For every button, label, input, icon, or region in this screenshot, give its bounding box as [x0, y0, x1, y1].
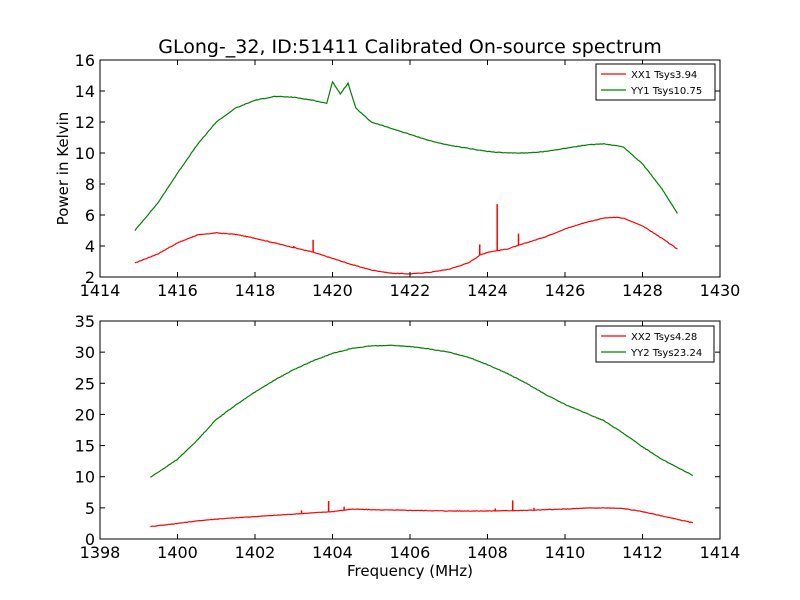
bottom-xtick-label: 1400 [157, 543, 198, 562]
bottom-spectrum-plot: 1398 1400 1402 1404 1406 1408 1410 1412 1414 0 5 10… [75, 312, 741, 580]
bottom-xtick-label: 1398 [80, 543, 121, 562]
bottom-ytick-label: 20 [75, 405, 95, 424]
top-plot-legend: XX1 Tsys3.94 YY1 Tsys10.75 [595, 63, 716, 101]
bottom-xtick-label: 1404 [312, 543, 353, 562]
top-xtick-label: 1418 [235, 281, 276, 300]
bottom-legend-label-xx2: XX2 Tsys4.28 [631, 332, 697, 343]
bottom-xtick-label: 1412 [622, 543, 663, 562]
bottom-series-line-2 [150, 344, 694, 478]
bottom-plot-legend: XX2 Tsys4.28 YY2 Tsys23.24 [595, 325, 715, 363]
top-ytick-label: 2 [85, 268, 95, 287]
bottom-ytick-label: 25 [75, 374, 95, 393]
top-plot-ylabel: Power in Kelvin [54, 112, 72, 226]
bottom-legend-label-yy2: YY2 Tsys23.24 [630, 348, 702, 359]
bottom-ytick-label: 30 [75, 343, 95, 362]
top-spectrum-plot: 1414 1416 1418 1420 1422 1424 1426 1428 14302468… [54, 51, 740, 300]
top-legend-label-xx1: XX1 Tsys3.94 [631, 70, 697, 81]
top-series-line-2 [134, 80, 678, 232]
top-xtick-label: 1430 [700, 281, 741, 300]
top-plot-ticks: 1414 1416 1418 1420 1422 1424 1426 1428 14302468… [75, 51, 741, 300]
bottom-xtick-label: 1408 [467, 543, 508, 562]
top-legend-box [595, 63, 716, 101]
top-xtick-label: 1420 [312, 281, 353, 300]
bottom-plot-xlabel: Frequency (MHz) [347, 562, 473, 580]
top-xtick-label: 1424 [467, 281, 508, 300]
bottom-ytick-label: 5 [85, 499, 95, 518]
bottom-series-line-1 [150, 507, 694, 528]
top-ytick-label: 4 [85, 237, 95, 256]
bottom-legend-box [595, 325, 715, 363]
top-ytick-label: 6 [85, 206, 95, 225]
top-legend-label-yy1: YY1 Tsys10.75 [630, 86, 702, 97]
figure-title: GLong-_32, ID:51411 Calibrated On-source… [158, 36, 662, 58]
top-xtick-label: 1428 [622, 281, 663, 300]
bottom-ytick-label: 10 [75, 468, 95, 487]
top-xtick-label: 1414 [80, 281, 121, 300]
bottom-plot-lines [150, 344, 694, 528]
bottom-xtick-label: 1414 [700, 543, 741, 562]
top-ytick-label: 12 [75, 113, 95, 132]
top-ytick-label: 16 [75, 51, 95, 70]
bottom-xtick-label: 1402 [235, 543, 276, 562]
bottom-ytick-label: 0 [85, 530, 95, 549]
bottom-ytick-label: 35 [75, 312, 95, 331]
top-plot-lines [134, 80, 678, 275]
top-ytick-label: 8 [85, 175, 95, 194]
top-xtick-label: 1422 [390, 281, 431, 300]
top-ytick-label: 14 [75, 82, 95, 101]
top-xtick-label: 1426 [545, 281, 586, 300]
bottom-ytick-label: 15 [75, 437, 95, 456]
bottom-xtick-label: 1410 [545, 543, 586, 562]
bottom-xtick-label: 1406 [390, 543, 431, 562]
top-series-line-1 [134, 216, 678, 275]
top-ytick-label: 10 [75, 144, 95, 163]
bottom-plot-ticks: 1398 1400 1402 1404 1406 1408 1410 1412 1414 0 5 10… [75, 312, 741, 562]
top-xtick-label: 1416 [157, 281, 198, 300]
